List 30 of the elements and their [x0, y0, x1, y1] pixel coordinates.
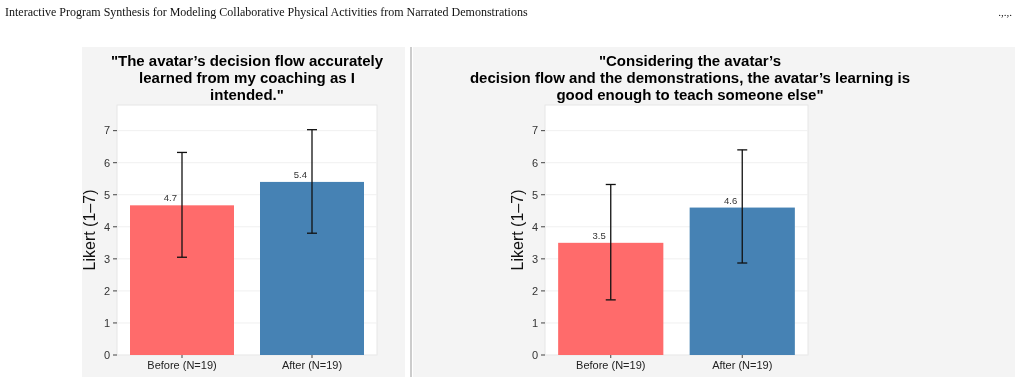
y-tick-label: 1 — [531, 316, 538, 329]
y-tick-label: 4 — [531, 220, 538, 233]
data-label: 4.6 — [724, 194, 738, 206]
y-tick-label: 0 — [103, 348, 110, 361]
chart-title: "Considering the avatar’s decision flow and the demonstrations, the avatar’s learning is good enough to teach someone else" — [469, 52, 911, 103]
x-tick-label: After (N=19) — [281, 359, 343, 371]
y-axis-title: Likert (1–7) — [81, 189, 98, 271]
y-tick-label: 4 — [103, 220, 110, 233]
text: .,.,. — [998, 6, 1013, 18]
y-axis-title: Likert (1–7) — [509, 189, 526, 271]
text: Interactive Program Synthesis for Modeling Collaborative Physical Activities from Narrated Demonstrations — [5, 5, 528, 19]
y-tick-label: 2 — [531, 284, 538, 297]
data-label: 3.5 — [592, 229, 606, 241]
y-tick-label: 0 — [531, 348, 538, 361]
x-tick-label: After (N=19) — [712, 359, 773, 371]
y-tick-label: 3 — [103, 252, 110, 265]
y-tick-label: 3 — [531, 252, 538, 265]
y-tick-label: 2 — [103, 284, 110, 297]
y-tick-label: 5 — [531, 188, 538, 201]
data-label: 4.7 — [163, 192, 177, 204]
x-tick-label: Before (N=19) — [147, 359, 217, 371]
y-tick-label: 7 — [531, 124, 538, 137]
y-tick-label: 7 — [103, 124, 110, 137]
y-tick-label: 6 — [531, 156, 538, 169]
y-tick-label: 1 — [103, 316, 110, 329]
x-tick-label: Before (N=19) — [576, 359, 646, 371]
y-tick-label: 5 — [103, 188, 110, 201]
chart-title: "The avatar’s decision flow accurately learned from my coaching as I intended." — [110, 52, 384, 103]
data-label: 5.4 — [293, 168, 307, 180]
y-tick-label: 6 — [103, 156, 110, 169]
